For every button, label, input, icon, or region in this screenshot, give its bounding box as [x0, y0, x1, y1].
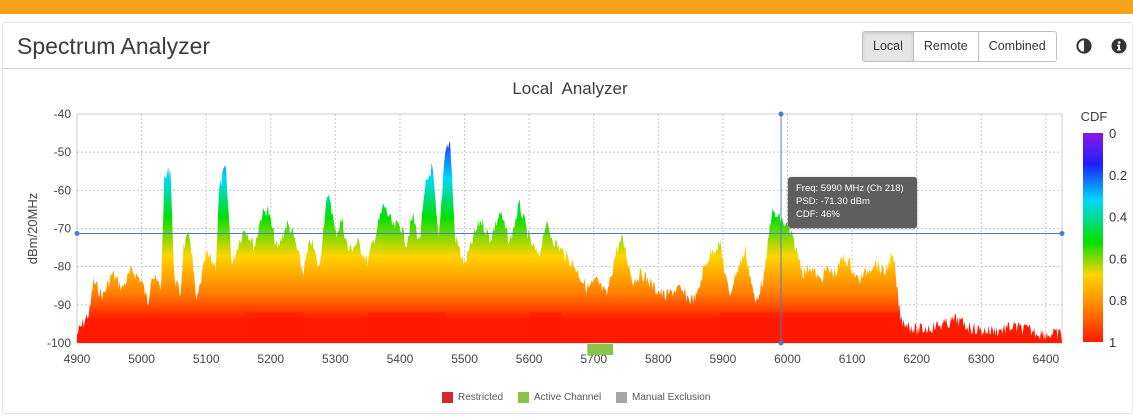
- legend-manual-exclusion[interactable]: Manual Exclusion: [616, 392, 710, 403]
- restricted-band-fill: [719, 312, 901, 343]
- x-tick-label: 6400: [1033, 352, 1060, 366]
- x-tick-label: 5800: [645, 352, 672, 366]
- x-tick-label: 6200: [903, 352, 930, 366]
- x-tick-label: 5300: [322, 352, 349, 366]
- tooltip-cdf: CDF: 46%: [796, 209, 840, 220]
- x-tick-label: 6300: [968, 352, 995, 366]
- header-divider: [2, 68, 1131, 69]
- y-tick-label: -50: [54, 145, 72, 159]
- crosshair-handle-bottom[interactable]: [778, 340, 784, 346]
- restricted-band-fill: [244, 312, 304, 343]
- colorbar-tick-label: 1: [1109, 335, 1116, 350]
- cdf-colorbar: 0 0.2 0.4 0.6 0.8 1: [1083, 126, 1127, 350]
- x-tick-label: 5400: [387, 352, 414, 366]
- x-tick-label: 4900: [64, 352, 91, 366]
- colorbar-title: CDF: [1080, 109, 1108, 124]
- chart-title: Local Analyzer: [512, 79, 628, 98]
- crosshair[interactable]: [74, 111, 1065, 346]
- top-accent-bar: [0, 0, 1133, 14]
- legend-swatch-manual-exclusion: [616, 392, 627, 403]
- active-channel-marker: [587, 344, 614, 355]
- y-tick-label: -40: [54, 107, 72, 121]
- x-tick-label: 5600: [516, 352, 543, 366]
- y-axis-label: dBm/20MHz: [25, 193, 40, 265]
- legend-swatch-restricted: [442, 392, 453, 403]
- page-title: Spectrum Analyzer: [17, 33, 211, 59]
- colorbar-tick-label: 0: [1109, 126, 1116, 141]
- tab-combined[interactable]: Combined: [978, 32, 1056, 61]
- legend-label-active-channel: Active Channel: [534, 392, 602, 403]
- crosshair-handle-right[interactable]: [1059, 230, 1065, 236]
- x-tick-label: 5900: [710, 352, 737, 366]
- x-tick-label: 6000: [774, 352, 801, 366]
- y-tick-label: -80: [54, 260, 72, 274]
- x-tick-label: 5100: [193, 352, 220, 366]
- legend-swatch-active-channel: [518, 392, 529, 403]
- tab-local[interactable]: Local: [863, 32, 914, 61]
- tab-remote[interactable]: Remote: [913, 32, 979, 61]
- crosshair-tooltip: Freq: 5990 MHz (Ch 218) PSD: -71.30 dBm …: [788, 177, 917, 228]
- legend-label-restricted: Restricted: [458, 392, 504, 403]
- x-tick-label: 6100: [839, 352, 866, 366]
- legend-active-channel[interactable]: Active Channel: [518, 392, 601, 403]
- active-channel-bar: [587, 344, 614, 355]
- x-tick-label: 5700: [580, 352, 607, 366]
- legend-restricted[interactable]: Restricted: [442, 392, 503, 403]
- legend-label-manual-exclusion: Manual Exclusion: [632, 392, 711, 403]
- colorbar-tick-label: 0.2: [1109, 168, 1127, 183]
- x-tick-label: 5200: [257, 352, 284, 366]
- y-tick-label: -70: [54, 222, 72, 236]
- restricted-band-fill: [367, 312, 446, 343]
- crosshair-handle-top[interactable]: [778, 111, 784, 117]
- tooltip-psd: PSD: -71.30 dBm: [796, 196, 870, 207]
- view-tab-group: Local Remote Combined: [862, 31, 1057, 62]
- contrast-icon[interactable]: [1076, 38, 1092, 54]
- crosshair-handle-left[interactable]: [74, 230, 80, 236]
- x-tick-label: 5500: [451, 352, 478, 366]
- chart-axes: 4900 5000 5100 5200 5300 5400 5500 5600 5700 5800…: [25, 107, 1060, 366]
- tooltip-freq: Freq: 5990 MHz (Ch 218): [796, 183, 904, 194]
- colorbar-tick-label: 0.6: [1109, 251, 1127, 266]
- colorbar-gradient: [1083, 133, 1103, 342]
- y-tick-label: -100: [47, 336, 71, 350]
- info-icon[interactable]: [1111, 38, 1127, 54]
- colorbar-tick-label: 0.8: [1109, 293, 1127, 308]
- colorbar-tick-label: 0.4: [1109, 210, 1127, 225]
- x-tick-label: 5000: [128, 352, 155, 366]
- y-tick-label: -90: [54, 298, 72, 312]
- restricted-band-fill: [529, 312, 562, 343]
- y-tick-label: -60: [54, 183, 72, 197]
- chart-legend: Restricted Active Channel Manual Exclusi…: [0, 392, 1133, 408]
